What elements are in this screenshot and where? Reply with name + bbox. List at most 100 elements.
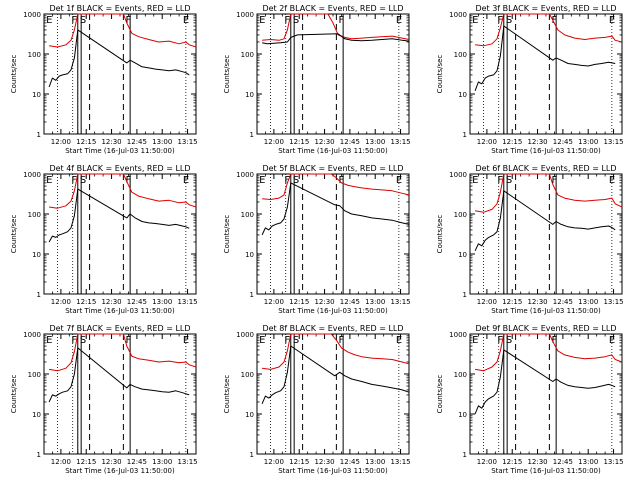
marker-label: F: [551, 335, 557, 346]
x-tick-label: 12:30: [527, 458, 547, 466]
plot-frame: [43, 173, 197, 295]
y-tick-label: 100: [454, 211, 467, 219]
y-tick-label: 1000: [236, 331, 254, 339]
panel-title: Det 3f BLACK = Events, RED = LLD: [475, 4, 616, 13]
x-tick-label: 13:15: [390, 298, 410, 306]
y-tick-label: 100: [28, 371, 41, 379]
marker-label: E: [396, 175, 402, 186]
series-events-line: [474, 25, 616, 91]
series-lld-line: [262, 173, 410, 200]
y-tick-label: 100: [28, 211, 41, 219]
x-tick-label: 13:00: [578, 138, 598, 146]
y-tick-label: 1000: [449, 331, 467, 339]
y-tick-label: 1000: [236, 171, 254, 179]
y-tick-label: 1: [250, 291, 254, 299]
y-tick-label: 100: [454, 51, 467, 59]
y-tick-label: 10: [245, 251, 254, 259]
series-events-line: [261, 182, 410, 236]
marker-label: F: [125, 335, 131, 346]
y-tick-label: 10: [32, 411, 41, 419]
y-tick-label: 10: [245, 91, 254, 99]
x-tick-label: 13:00: [152, 298, 172, 306]
marker-label: E: [183, 15, 189, 26]
panel-2: Det 2f BLACK = Events, RED = LLD 1 10 100 10…: [223, 4, 411, 155]
panel-title: Det 8f BLACK = Events, RED = LLD: [262, 324, 403, 333]
x-axis-label: Start Time (16-Jul-03 11:50:00): [65, 147, 175, 155]
y-tick-label: 100: [454, 371, 467, 379]
x-axis-label: Start Time (16-Jul-03 11:50:00): [278, 467, 388, 475]
marker-label: S: [506, 175, 512, 186]
x-tick-label: 12:30: [101, 138, 121, 146]
marker-label: S: [293, 175, 299, 186]
series-events-line: [474, 349, 616, 415]
series-lld-line: [475, 13, 623, 47]
x-tick-label: 12:00: [477, 458, 497, 466]
x-tick-label: 12:45: [127, 458, 147, 466]
x-tick-label: 12:00: [264, 138, 284, 146]
x-tick-label: 12:15: [76, 458, 96, 466]
y-tick-label: 1000: [23, 331, 41, 339]
marker-label: S: [293, 335, 299, 346]
marker-label: E: [609, 335, 615, 346]
panel-4: Det 4f BLACK = Events, RED = LLD 1 10 100 10…: [10, 164, 198, 315]
y-tick-label: 10: [32, 251, 41, 259]
marker-label: E: [609, 15, 615, 26]
panel-5: Det 5f BLACK = Events, RED = LLD 1 10 100 10…: [223, 164, 411, 315]
marker-label: E: [259, 335, 265, 346]
marker-label: E: [46, 15, 52, 26]
panel-title: Det 6f BLACK = Events, RED = LLD: [475, 164, 616, 173]
x-tick-label: 12:15: [76, 138, 96, 146]
y-tick-label: 1000: [236, 11, 254, 19]
marker-label: F: [71, 175, 77, 186]
series-events-line: [48, 347, 190, 403]
panel-title: Det 1f BLACK = Events, RED = LLD: [49, 4, 190, 13]
y-tick-label: 100: [28, 51, 41, 59]
series-lld-line: [49, 173, 197, 209]
y-axis-label: Counts/sec: [10, 215, 18, 254]
marker-label: F: [338, 175, 344, 186]
marker-label: S: [80, 15, 86, 26]
x-tick-label: 13:15: [177, 298, 197, 306]
y-tick-label: 1: [37, 451, 41, 459]
marker-label: F: [71, 15, 77, 26]
x-tick-label: 13:15: [390, 138, 410, 146]
plot-frame: [469, 13, 623, 135]
y-tick-label: 10: [32, 91, 41, 99]
x-tick-label: 13:15: [603, 458, 623, 466]
y-tick-label: 1000: [23, 171, 41, 179]
marker-label: F: [551, 15, 557, 26]
y-tick-label: 10: [458, 411, 467, 419]
panel-title: Det 2f BLACK = Events, RED = LLD: [262, 4, 403, 13]
panel-7: Det 7f BLACK = Events, RED = LLD 1 10 100 10…: [10, 324, 198, 475]
y-axis-label: Counts/sec: [436, 55, 444, 94]
x-tick-label: 13:00: [578, 298, 598, 306]
panel-9: Det 9f BLACK = Events, RED = LLD 1 10 100 10…: [436, 324, 624, 475]
x-tick-label: 12:15: [289, 138, 309, 146]
plot-frame: [469, 333, 623, 455]
x-tick-label: 12:30: [314, 138, 334, 146]
y-tick-label: 100: [241, 371, 254, 379]
y-tick-label: 10: [458, 251, 467, 259]
series-events-line: [48, 29, 190, 88]
marker-label: E: [396, 15, 402, 26]
y-axis-label: Counts/sec: [10, 375, 18, 414]
panel-8: Det 8f BLACK = Events, RED = LLD 1 10 100 10…: [223, 324, 411, 475]
marker-label: S: [506, 15, 512, 26]
y-tick-label: 1: [250, 451, 254, 459]
marker-label: F: [71, 335, 77, 346]
x-tick-label: 12:00: [264, 458, 284, 466]
series-lld-line: [262, 333, 410, 370]
marker-label: S: [80, 175, 86, 186]
x-tick-label: 12:45: [553, 298, 573, 306]
marker-label: E: [609, 175, 615, 186]
x-tick-label: 13:00: [578, 458, 598, 466]
plot-frame: [43, 333, 197, 455]
panel-title: Det 7f BLACK = Events, RED = LLD: [49, 324, 190, 333]
x-tick-label: 13:00: [365, 138, 385, 146]
marker-label: E: [183, 335, 189, 346]
marker-label: F: [497, 15, 503, 26]
y-tick-label: 1000: [449, 11, 467, 19]
x-tick-label: 12:15: [502, 458, 522, 466]
marker-label: E: [46, 335, 52, 346]
x-tick-label: 12:00: [477, 138, 497, 146]
